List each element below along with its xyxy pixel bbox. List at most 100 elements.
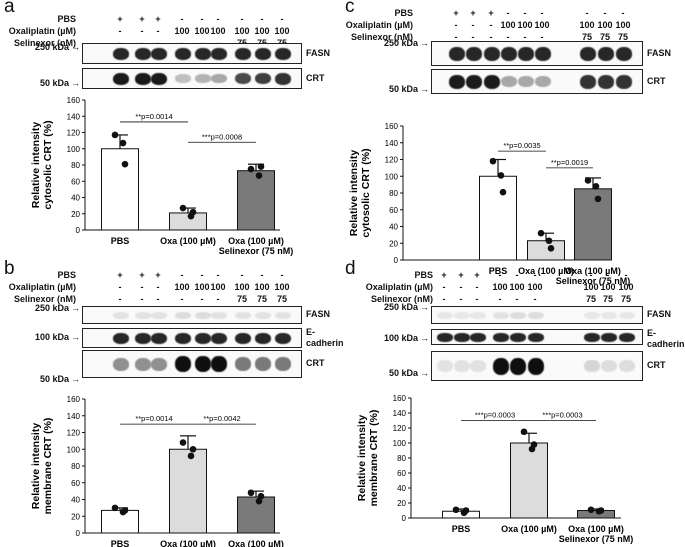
lane-symbol: - — [624, 270, 628, 280]
marker-label: 50 kDa — [39, 78, 69, 88]
lane-symbol: + — [474, 270, 480, 280]
treatment-label-pbs: PBS — [57, 270, 76, 280]
lane-symbol: 100 — [509, 282, 525, 292]
molecular-weight-marker: 50 kDa → — [40, 78, 80, 88]
lane-symbol: - — [442, 294, 446, 304]
protein-band — [501, 76, 517, 87]
lane-symbol: - — [216, 14, 220, 24]
lane-symbol: - — [621, 8, 625, 18]
data-point — [597, 507, 605, 514]
category-label: Selinexor (75 nM) — [559, 534, 634, 544]
western-blot-strip — [82, 328, 302, 348]
category-label: Selinexor (75 nM) — [219, 246, 294, 256]
lane-symbol: 75 — [581, 32, 592, 42]
y-axis-label-line: Relative intensity — [30, 122, 42, 209]
blot-protein-label: CRT — [647, 75, 666, 86]
y-tick-label: 0 — [402, 514, 407, 523]
marker-label: 100 kDa — [34, 332, 69, 342]
lane-symbol: - — [459, 282, 463, 292]
lane-symbol: - — [471, 32, 475, 42]
protein-band — [528, 332, 544, 342]
significance-label: ***p=0.0003 — [475, 411, 515, 420]
data-point — [537, 229, 545, 237]
lane-symbol: - — [260, 270, 264, 280]
protein-band — [275, 357, 291, 371]
western-blot-strip — [431, 41, 643, 66]
category-label: Oxa (100 µM) — [228, 236, 284, 246]
y-tick-label: 60 — [71, 479, 80, 488]
lane-symbol: - — [200, 270, 204, 280]
western-blot-strip — [431, 306, 643, 324]
protein-band — [195, 332, 211, 344]
category-label: Oxa (100 µM) — [568, 524, 624, 534]
y-tick-label: 40 — [397, 484, 406, 493]
lane-symbol: 75 — [236, 294, 247, 304]
lane-symbol: - — [585, 8, 589, 18]
category-label: Oxa (100 µM) — [565, 266, 621, 276]
protein-band — [275, 72, 291, 85]
data-point — [179, 439, 187, 446]
lane-symbol: 100 — [517, 20, 533, 30]
lane-symbol: - — [156, 294, 160, 304]
treatment-label-sel: Selinexor (nM) — [13, 38, 76, 48]
western-blot-strip — [431, 329, 643, 345]
y-tick-label: 140 — [67, 412, 81, 421]
y-tick-label: 0 — [394, 256, 399, 265]
marker-label: 50 kDa — [388, 84, 418, 94]
protein-band — [235, 311, 251, 319]
lane-symbol: - — [216, 270, 220, 280]
protein-band — [151, 72, 167, 85]
y-tick-label: 140 — [67, 112, 81, 121]
lane-symbol: - — [240, 270, 244, 280]
data-point — [547, 244, 555, 252]
protein-band — [235, 73, 251, 84]
lane-symbol: - — [498, 270, 502, 280]
y-tick-label: 100 — [393, 439, 407, 448]
lane-symbol: - — [140, 26, 144, 36]
protein-band — [528, 357, 544, 375]
category-label: Oxa (100 µM) — [160, 236, 216, 246]
treatment-label-sel: Selinexor (nM) — [370, 294, 433, 304]
marker-label: 250 kDa — [383, 38, 418, 48]
protein-band — [175, 47, 191, 60]
lane-symbol: - — [118, 282, 122, 292]
molecular-weight-marker: 100 kDa → — [35, 332, 80, 342]
lane-symbol: - — [475, 282, 479, 292]
lane-symbol: + — [441, 270, 447, 280]
lane-symbol: - — [156, 26, 160, 36]
lane-symbol: - — [260, 14, 264, 24]
lane-symbol: - — [540, 32, 544, 42]
lane-symbol: + — [470, 8, 476, 18]
lane-symbol: 100 — [597, 20, 613, 30]
protein-band — [255, 311, 271, 319]
panel-b: b PBS + + + - - - - - - Oxaliplatin (µM) - - -100 100 10… — [0, 258, 344, 547]
y-axis-label-line: membrane CRT (%) — [42, 418, 54, 515]
lane-symbol: - — [603, 8, 607, 18]
protein-band — [580, 46, 596, 61]
lane-symbol: 100 — [174, 282, 190, 292]
protein-band — [135, 72, 151, 85]
lane-symbol: 75 — [276, 294, 287, 304]
y-tick-label: 120 — [385, 156, 399, 165]
lane-symbol: - — [515, 294, 519, 304]
protein-band — [601, 332, 617, 342]
lane-symbol: - — [471, 20, 475, 30]
data-point — [584, 177, 592, 184]
panel-c: c PBS + + + - - - - - - Oxaliplatin (µM) - - -100 100 10… — [343, 0, 685, 286]
protein-band — [255, 332, 271, 344]
lane-symbol: + — [458, 270, 464, 280]
data-point — [189, 445, 197, 453]
blot-protein-label: E- cadherin — [306, 327, 344, 348]
data-point — [592, 183, 600, 190]
y-tick-label: 160 — [393, 394, 407, 403]
protein-band — [518, 46, 534, 61]
western-blot-strip — [82, 43, 302, 64]
data-point — [497, 172, 505, 179]
significance-label: ***p=0.0003 — [542, 411, 582, 420]
y-tick-label: 140 — [393, 409, 407, 418]
lane-symbol: + — [453, 8, 459, 18]
panel-a: a PBS + + + - - - - - - Oxaliplatin (µM) - - -100 100 10… — [0, 0, 342, 277]
data-point — [255, 172, 263, 179]
lane-symbol: - — [506, 32, 510, 42]
y-axis-label: Relative intensity membrane CRT (%) — [356, 410, 380, 507]
